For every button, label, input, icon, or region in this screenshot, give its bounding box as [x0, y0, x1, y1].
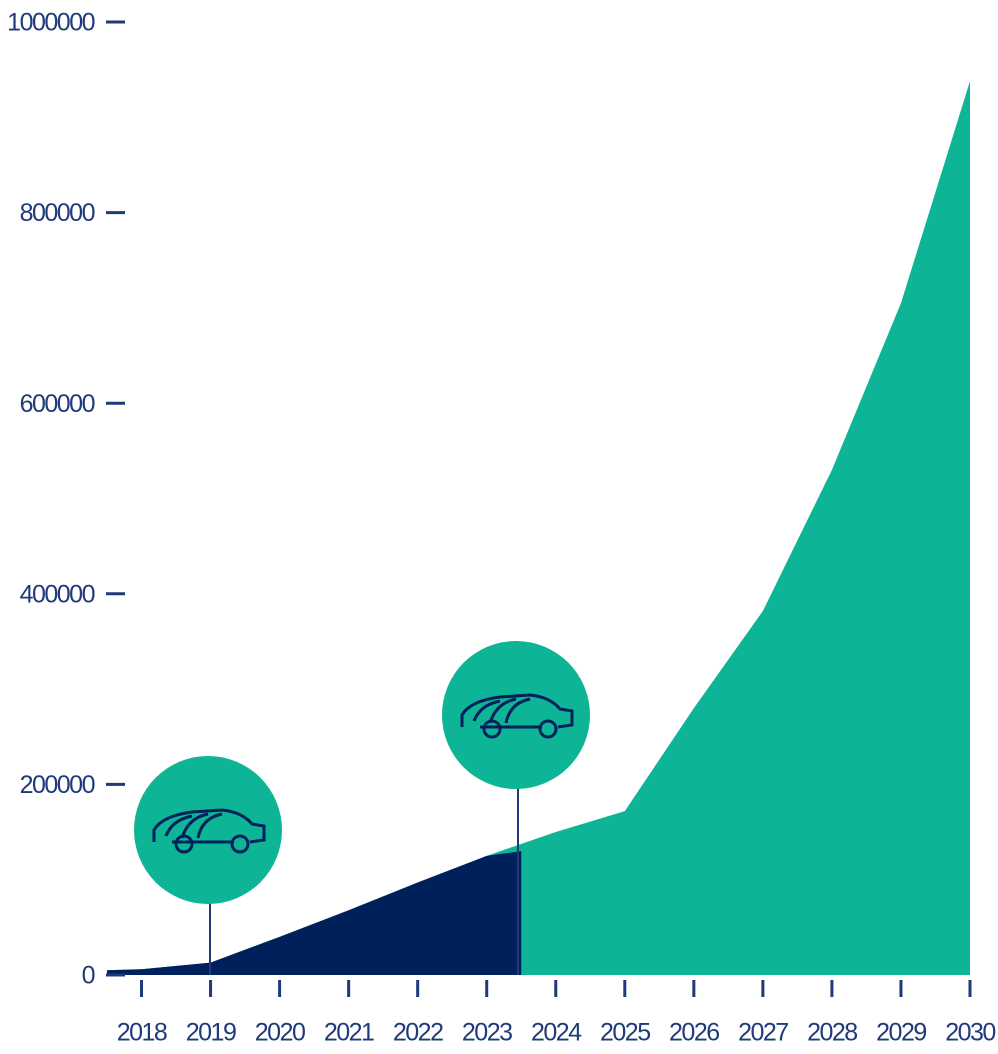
y-tick-label: 800000 [20, 199, 95, 227]
y-tick-label: 1000000 [7, 9, 94, 37]
x-tick-label: 2020 [255, 1019, 305, 1047]
car-icon [152, 808, 266, 854]
x-tick-label: 2027 [738, 1019, 788, 1047]
x-tick-label: 2030 [945, 1019, 995, 1047]
y-tick-label: 400000 [20, 580, 95, 608]
x-tick-label: 2022 [393, 1019, 443, 1047]
callout-circle [134, 756, 282, 904]
x-tick-label: 2029 [876, 1019, 926, 1047]
x-tick-label: 2024 [531, 1019, 582, 1047]
car-icon [460, 693, 574, 739]
x-tick-label: 2018 [117, 1019, 167, 1047]
x-tick-label: 2021 [324, 1019, 374, 1047]
annotation-icons [134, 641, 590, 975]
y-tick-label: 200000 [20, 771, 95, 799]
x-tick-label: 2026 [669, 1019, 719, 1047]
y-tick-label: 600000 [20, 390, 95, 418]
y-tick-label: 0 [82, 962, 95, 990]
x-tick-label: 2025 [600, 1019, 650, 1047]
x-tick-label: 2019 [186, 1019, 236, 1047]
axes: 0 200000 400000 600000 800000 1000000 2018 2019… [7, 9, 997, 1047]
area [107, 851, 522, 975]
x-tick-label: 2023 [462, 1019, 512, 1047]
callout-circle [442, 641, 590, 789]
plot-area [107, 81, 970, 975]
x-tick-label: 2028 [807, 1019, 857, 1047]
area [107, 81, 970, 975]
